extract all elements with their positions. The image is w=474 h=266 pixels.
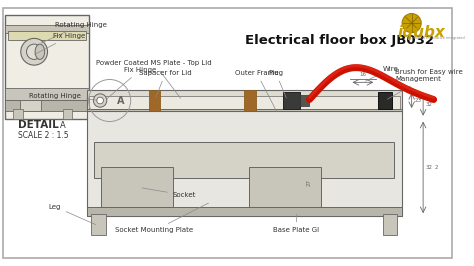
- Text: 16: 16: [359, 72, 366, 77]
- Text: 2: 2: [435, 165, 438, 170]
- Bar: [249, 167, 321, 210]
- Text: Wire: Wire: [365, 66, 399, 81]
- Bar: [6, 88, 89, 99]
- Text: 27: 27: [307, 179, 311, 186]
- Text: Outer Frame: Outer Frame: [235, 70, 278, 111]
- Text: Fix Hinge: Fix Hinge: [107, 67, 156, 99]
- Text: A: A: [118, 95, 125, 106]
- Bar: [6, 15, 89, 119]
- Bar: [378, 92, 392, 109]
- Text: Leg: Leg: [48, 203, 96, 225]
- Text: Brush for Easy wire
Management: Brush for Easy wire Management: [387, 69, 463, 99]
- Text: Rotating Hinge: Rotating Hinge: [41, 22, 107, 43]
- Circle shape: [21, 38, 47, 65]
- Text: DETAIL: DETAIL: [18, 120, 59, 130]
- Text: Base Plate GI: Base Plate GI: [273, 214, 319, 234]
- Text: Socket: Socket: [142, 188, 196, 198]
- Text: intelligent innovative integrated: intelligent innovative integrated: [407, 36, 465, 40]
- Bar: [87, 207, 402, 216]
- Bar: [20, 99, 41, 111]
- Text: Powder Coated MS Plate - Top Lid: Powder Coated MS Plate - Top Lid: [96, 60, 212, 98]
- Bar: [283, 92, 300, 109]
- Text: Socket Mounting Plate: Socket Mounting Plate: [115, 203, 209, 234]
- Text: iqubx: iqubx: [397, 25, 445, 40]
- Bar: [9, 31, 86, 40]
- Bar: [13, 109, 23, 119]
- Text: SCALE 2 : 1.5: SCALE 2 : 1.5: [18, 131, 69, 140]
- Ellipse shape: [35, 44, 45, 59]
- Bar: [89, 96, 400, 109]
- Text: Rotating Hinge: Rotating Hinge: [29, 93, 97, 100]
- Text: 32: 32: [426, 102, 433, 107]
- Bar: [91, 214, 106, 235]
- Text: Plug: Plug: [268, 70, 286, 98]
- Text: Sapacer for Lid: Sapacer for Lid: [139, 70, 192, 98]
- Bar: [87, 109, 402, 119]
- Bar: [149, 90, 160, 111]
- Text: Fix Hinge: Fix Hinge: [35, 34, 85, 54]
- Text: 23: 23: [415, 98, 421, 103]
- Bar: [245, 90, 256, 111]
- Bar: [101, 167, 173, 210]
- Bar: [300, 95, 310, 106]
- Text: 32: 32: [426, 165, 433, 170]
- Bar: [63, 109, 73, 119]
- Circle shape: [93, 94, 107, 107]
- Bar: [6, 25, 89, 33]
- Text: Electrical floor box JB032: Electrical floor box JB032: [246, 34, 435, 47]
- Bar: [383, 214, 397, 235]
- Bar: [6, 99, 89, 111]
- Bar: [87, 111, 402, 216]
- Bar: [94, 142, 394, 178]
- Circle shape: [97, 97, 103, 104]
- Circle shape: [402, 14, 421, 33]
- Text: A: A: [60, 121, 66, 130]
- Bar: [87, 90, 402, 111]
- Circle shape: [27, 44, 42, 59]
